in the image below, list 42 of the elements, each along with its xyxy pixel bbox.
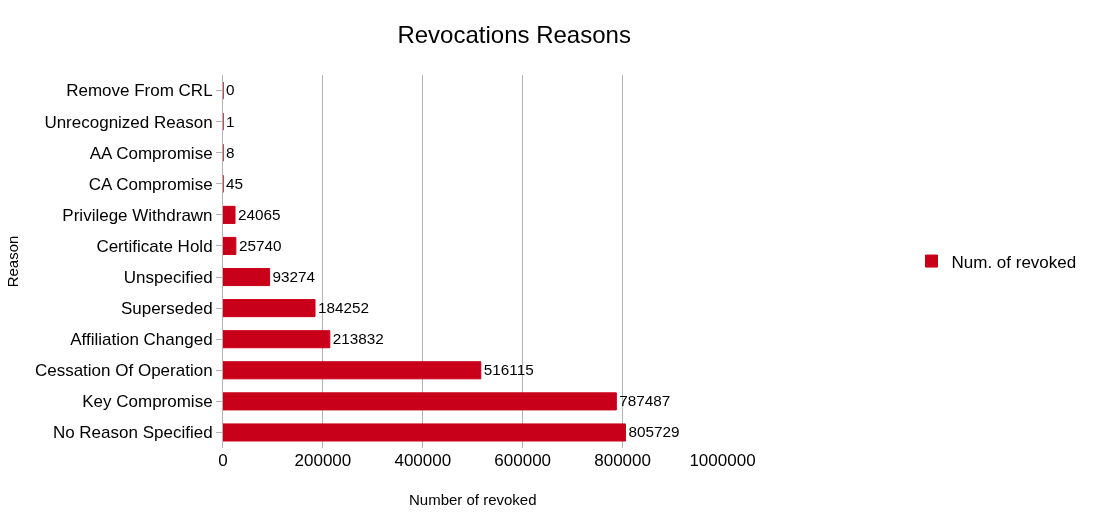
y-tick-label: Unrecognized Reason <box>44 112 213 132</box>
bar <box>223 299 316 318</box>
chart-title: Revocations Reasons <box>397 20 631 48</box>
bar <box>223 392 617 411</box>
data-label: 805729 <box>628 423 680 441</box>
bar <box>223 361 482 380</box>
y-tick-label: Affiliation Changed <box>70 330 213 350</box>
bar <box>223 205 236 224</box>
y-tick-label: Cessation Of Operation <box>34 361 213 381</box>
y-tick-label: No Reason Specified <box>52 423 213 443</box>
data-label: 25740 <box>238 236 282 254</box>
x-tick-label: 0 <box>218 451 228 470</box>
data-label: 213832 <box>332 330 384 348</box>
bar <box>223 267 271 287</box>
y-tick-label: Key Compromise <box>82 392 213 412</box>
y-tick-label: CA Compromise <box>88 174 213 194</box>
data-label: 24065 <box>238 205 281 223</box>
y-axis-title: Reason <box>4 235 22 288</box>
y-tick-label: Certificate Hold <box>96 236 213 256</box>
x-tick-label: 600000 <box>494 451 552 470</box>
y-tick-label: AA Compromise <box>89 143 213 163</box>
x-tick-label: 200000 <box>294 451 352 470</box>
bar <box>223 423 626 442</box>
data-label: 516115 <box>483 361 534 379</box>
y-tick-label: Superseded <box>120 299 213 319</box>
x-tick-label: 1000000 <box>689 451 756 470</box>
data-label: 787487 <box>619 392 671 410</box>
x-tick-label: 400000 <box>394 451 452 470</box>
data-label: 184252 <box>318 299 370 317</box>
y-tick-label: Remove From CRL <box>66 81 213 101</box>
bar <box>223 236 237 256</box>
data-label: 45 <box>226 174 244 192</box>
bar <box>223 330 331 349</box>
x-axis-title: Number of revoked <box>408 491 537 508</box>
legend-label: Num. of revoked <box>951 252 1077 272</box>
data-label: 1 <box>226 112 235 130</box>
data-label: 8 <box>226 143 235 161</box>
data-label: 93274 <box>272 267 316 285</box>
y-tick-label: Unspecified <box>123 267 213 287</box>
data-label: 0 <box>226 81 235 99</box>
x-tick-label: 800000 <box>594 451 651 470</box>
y-tick-label: Privilege Withdrawn <box>62 205 213 225</box>
